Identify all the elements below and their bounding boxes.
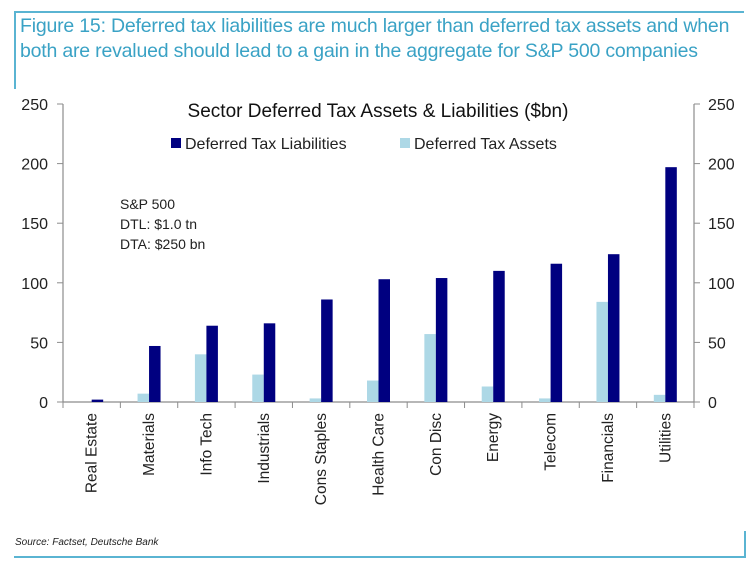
y-tick-label-left: 0 xyxy=(39,395,48,412)
axes: 0 50 100 150 200 250 0 50 100 150 200 250 xyxy=(21,97,735,412)
bar-deferred-tax-liabilities xyxy=(263,323,276,402)
figure-frame-bottom xyxy=(14,556,745,558)
y-tick-label-right: 50 xyxy=(708,335,726,352)
annotation-line-1: S&P 500 xyxy=(120,196,175,212)
bar-deferred-tax-assets xyxy=(653,394,666,402)
x-category-label: Real Estate xyxy=(84,413,101,493)
bar-deferred-tax-liabilities xyxy=(435,278,448,402)
bar-deferred-tax-liabilities xyxy=(550,263,563,402)
x-category-label: Utilities xyxy=(657,413,674,463)
bar-deferred-tax-liabilities xyxy=(206,325,218,402)
bar-deferred-tax-assets xyxy=(137,393,150,402)
y-tick-label-left: 150 xyxy=(21,216,48,233)
source-note: Source: Factset, Deutsche Bank xyxy=(15,537,159,548)
x-category-label: Financials xyxy=(600,413,617,483)
bar-deferred-tax-assets xyxy=(539,398,551,402)
annotation-line-2: DTL: $1.0 tn xyxy=(120,216,197,232)
bar-deferred-tax-liabilities xyxy=(665,167,677,402)
bar-deferred-tax-assets xyxy=(194,354,207,402)
bar-deferred-tax-liabilities xyxy=(91,399,104,402)
bar-deferred-tax-liabilities xyxy=(607,254,620,402)
legend: Deferred Tax Liabilities Deferred Tax As… xyxy=(171,136,557,153)
legend-swatch-liabilities xyxy=(171,138,181,148)
category-labels: Real Estate Materials Info Tech Industrials… xyxy=(84,413,675,505)
bar-deferred-tax-assets xyxy=(481,386,494,402)
sp500-annotation: S&P 500 DTL: $1.0 tn DTA: $250 bn xyxy=(120,196,205,252)
y-tick-label-right: 0 xyxy=(708,395,717,412)
y-tick-label-right: 150 xyxy=(708,216,735,233)
x-category-label: Info Tech xyxy=(198,413,215,476)
y-tick-label-left: 200 xyxy=(21,157,48,174)
y-tick-label-right: 200 xyxy=(708,157,735,174)
figure-title: Figure 15: Deferred tax liabilities are … xyxy=(20,15,730,62)
bars xyxy=(91,167,677,402)
bar-deferred-tax-assets xyxy=(596,301,608,402)
x-category-label: Materials xyxy=(141,413,158,476)
bar-deferred-tax-liabilities xyxy=(321,299,333,402)
bar-deferred-tax-assets xyxy=(367,380,379,402)
legend-label-assets: Deferred Tax Assets xyxy=(414,136,557,153)
x-category-label: Industrials xyxy=(256,413,273,484)
bar-deferred-tax-assets xyxy=(309,398,322,402)
x-category-label: Energy xyxy=(485,413,502,462)
bar-deferred-tax-assets xyxy=(424,334,436,402)
bar-deferred-tax-liabilities xyxy=(493,270,505,402)
x-category-label: Con Disc xyxy=(428,413,445,476)
y-tick-label-right: 100 xyxy=(708,276,735,293)
y-tick-label-left: 250 xyxy=(21,97,48,114)
figure-frame-top xyxy=(14,11,744,13)
x-category-label: Telecom xyxy=(543,413,560,471)
legend-swatch-assets xyxy=(400,138,410,148)
x-category-label: Health Care xyxy=(371,413,388,496)
y-tick-label-left: 50 xyxy=(30,335,48,352)
figure-frame-right xyxy=(744,531,746,558)
legend-label-liabilities: Deferred Tax Liabilities xyxy=(185,136,347,153)
bar-deferred-tax-liabilities xyxy=(149,345,161,402)
annotation-line-3: DTA: $250 bn xyxy=(120,236,205,252)
y-tick-label-right: 250 xyxy=(708,97,735,114)
figure-frame-left xyxy=(14,11,16,89)
chart-title: Sector Deferred Tax Assets & Liabilities… xyxy=(188,101,569,122)
y-tick-label-left: 100 xyxy=(21,276,48,293)
x-category-label: Cons Staples xyxy=(313,413,330,505)
bar-deferred-tax-liabilities xyxy=(378,279,390,402)
bar-deferred-tax-assets xyxy=(252,374,264,402)
